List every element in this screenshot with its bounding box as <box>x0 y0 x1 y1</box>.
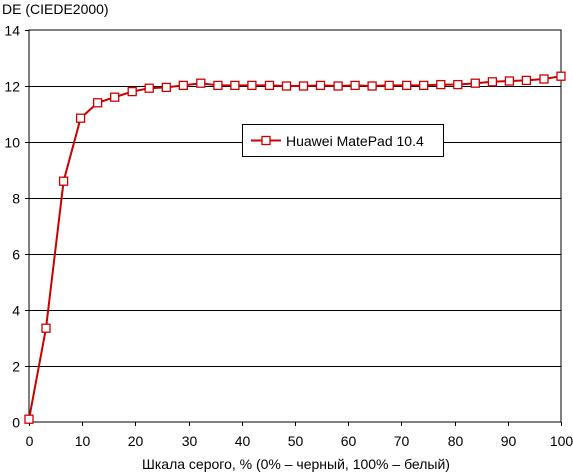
legend-marker <box>261 135 271 146</box>
x-tick-label: 50 <box>288 433 304 449</box>
data-point <box>539 74 549 84</box>
x-tick-label: 90 <box>501 433 517 449</box>
x-tick-label: 10 <box>75 433 91 449</box>
data-point <box>281 81 292 91</box>
data-point <box>350 80 360 91</box>
data-point <box>367 81 377 91</box>
data-point <box>487 77 498 87</box>
data-point <box>75 113 86 123</box>
data-point <box>521 75 532 86</box>
y-tick-label: 4 <box>12 303 20 319</box>
data-point <box>264 80 275 91</box>
data-point <box>161 82 171 93</box>
data-point <box>384 80 394 91</box>
data-point <box>41 323 51 333</box>
x-tick-label: 40 <box>235 433 251 449</box>
x-tick-label: 80 <box>448 433 464 449</box>
data-point <box>178 80 188 91</box>
data-point <box>436 79 446 90</box>
x-tick-label: 0 <box>26 433 34 449</box>
y-tick-label: 6 <box>12 247 20 263</box>
y-tick-label: 2 <box>12 359 20 375</box>
data-point <box>213 80 223 91</box>
data-point <box>196 78 206 88</box>
legend-label: Huawei MatePad 10.4 <box>286 133 424 149</box>
data-point <box>247 80 257 91</box>
data-point <box>127 86 137 97</box>
x-tick-label: 20 <box>128 433 144 449</box>
x-tick-label: 100 <box>550 433 573 449</box>
data-point <box>144 83 154 93</box>
y-tick-label: 14 <box>4 23 20 39</box>
y-tick-label: 10 <box>4 135 20 151</box>
data-point <box>419 80 429 91</box>
data-point <box>315 80 326 91</box>
data-point <box>110 92 120 102</box>
data-point <box>402 80 412 91</box>
data-point <box>470 78 480 88</box>
data-point <box>556 71 566 81</box>
y-tick-label: 0 <box>12 415 20 431</box>
y-axis-title: DE (CIEDE2000) <box>2 1 109 17</box>
legend: Huawei MatePad 10.4 <box>242 124 444 157</box>
x-axis-title: Шкала серого, % (0% – черный, 100% – бел… <box>142 456 450 472</box>
data-point <box>298 81 309 91</box>
x-tick-label: 70 <box>394 433 410 449</box>
data-point <box>58 176 69 186</box>
data-point <box>92 98 103 108</box>
plot-area <box>28 29 562 423</box>
data-point <box>24 414 34 424</box>
x-tick-label: 30 <box>182 433 198 449</box>
data-point <box>453 79 463 90</box>
data-point <box>504 76 515 86</box>
y-tick-label: 8 <box>12 191 20 207</box>
x-tick-label: 60 <box>341 433 357 449</box>
data-point <box>230 80 240 91</box>
y-tick-label: 12 <box>4 79 20 95</box>
data-point <box>333 81 343 91</box>
